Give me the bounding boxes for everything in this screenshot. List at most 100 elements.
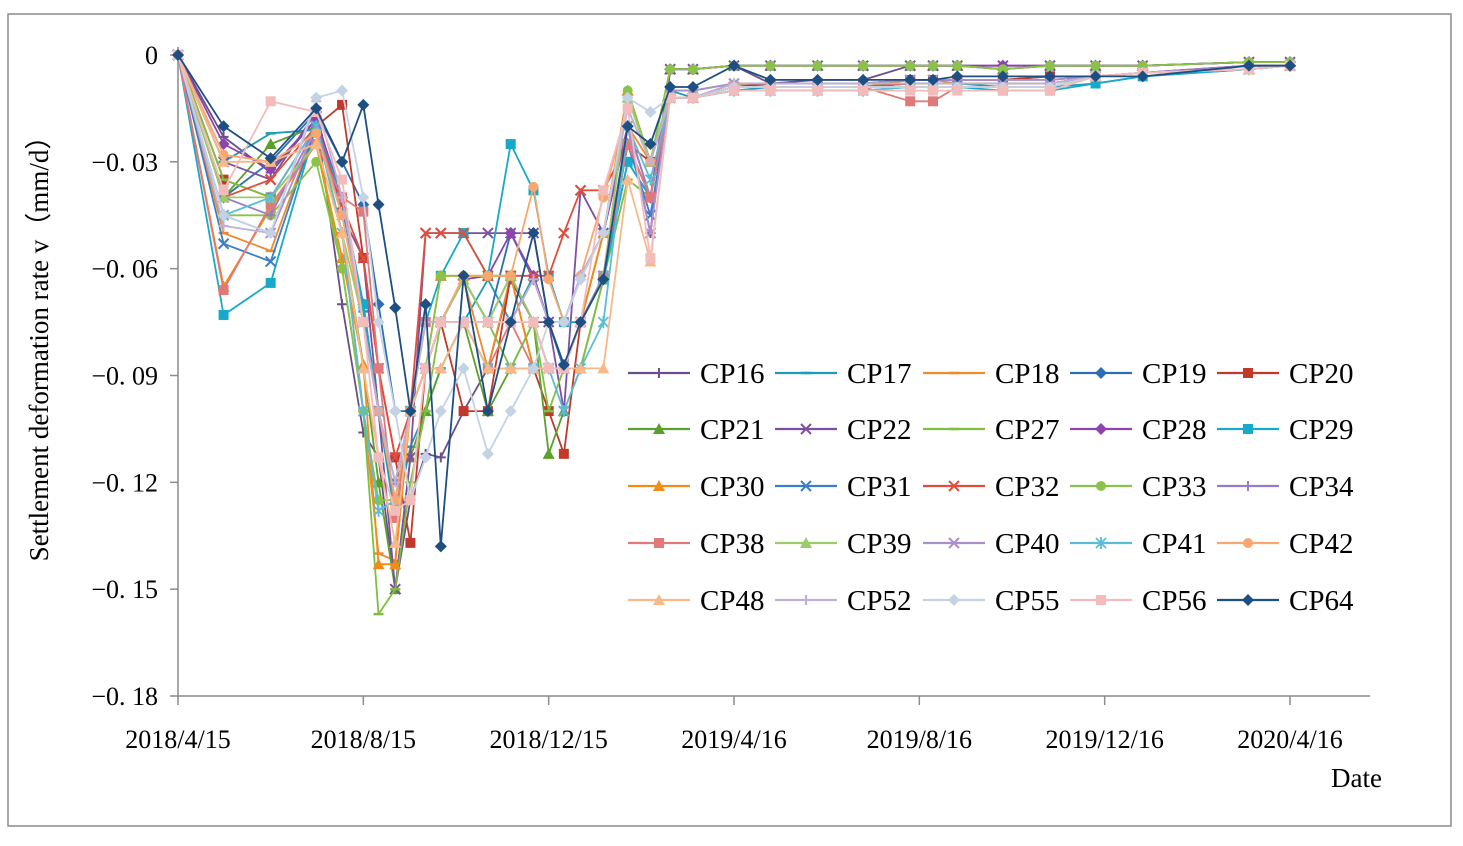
legend-item-cp20: CP20 (1217, 358, 1353, 390)
data-point-cp52 (645, 156, 656, 167)
legend-item-cp22: CP22 (775, 414, 911, 446)
data-point-cp52 (528, 274, 539, 285)
legend-label-cp18: CP18 (995, 358, 1059, 390)
data-point-cp56 (665, 92, 676, 103)
data-point-cp64 (811, 73, 824, 86)
legend-item-cp31: CP31 (775, 471, 911, 503)
y-tick-label: −0. 06 (91, 255, 158, 284)
legend-marker-cp64 (1242, 594, 1254, 606)
data-point-cp33 (765, 60, 776, 71)
data-point-cp64 (434, 540, 447, 553)
data-point-cp38 (645, 192, 656, 203)
legend-marker-cp56 (1096, 595, 1106, 605)
data-point-cp64 (372, 198, 385, 211)
legend-item-cp17: CP17 (775, 358, 911, 390)
data-point-cp64 (1043, 70, 1056, 83)
legend-marker-cp21 (653, 423, 665, 434)
legend-item-cp30: CP30 (628, 471, 764, 503)
data-point-cp56 (420, 363, 431, 374)
data-point-cp56 (622, 103, 633, 114)
legend-marker-cp28 (1095, 423, 1107, 435)
data-point-cp56 (405, 495, 416, 506)
x-axis-label: Date (1331, 763, 1382, 793)
data-point-cp42 (528, 181, 539, 192)
data-point-cp64 (621, 120, 634, 133)
data-point-cp55 (557, 316, 570, 329)
data-point-cp39 (217, 191, 230, 203)
data-point-cp56 (543, 363, 554, 374)
legend-label-cp48: CP48 (700, 585, 764, 617)
data-point-cp56 (812, 85, 823, 96)
data-point-cp33 (928, 60, 939, 71)
legend-label-cp39: CP39 (847, 528, 911, 560)
legend-item-cp33: CP33 (1070, 471, 1206, 503)
legend-label-cp16: CP16 (700, 358, 764, 390)
data-point-cp30 (389, 558, 402, 570)
data-point-cp48 (574, 362, 587, 374)
data-point-cp56 (265, 96, 276, 107)
data-point-cp56 (645, 252, 656, 263)
legend-marker-cp33 (1096, 481, 1106, 491)
legend-marker-cp39 (800, 537, 812, 548)
data-point-cp56 (952, 85, 963, 96)
data-point-cp30 (372, 558, 385, 570)
legend-marker-cp20 (1243, 368, 1253, 378)
data-point-cp33 (812, 60, 823, 71)
data-point-cp55 (419, 451, 432, 464)
data-point-cp55 (310, 91, 323, 104)
data-point-cp16 (337, 299, 348, 310)
data-point-cp33 (858, 60, 869, 71)
data-point-cp48 (336, 227, 349, 239)
data-point-cp48 (217, 155, 230, 167)
data-point-cp48 (597, 362, 610, 374)
data-point-cp28 (504, 227, 517, 240)
data-point-cp33 (952, 60, 963, 71)
legend-marker-cp31 (800, 480, 812, 492)
data-point-cp38 (373, 363, 384, 374)
data-point-cp29 (358, 299, 369, 310)
data-point-cp56 (458, 317, 469, 328)
data-point-cp64 (336, 155, 349, 168)
legend-label-cp41: CP41 (1142, 528, 1206, 560)
data-point-cp33 (622, 85, 633, 96)
legend-label-cp29: CP29 (1289, 414, 1353, 446)
axes: 0 −0. 03 −0. 06 −0. 09 −0. 12 −0. 15 −0. 18 201… (91, 41, 1370, 754)
data-point-cp38 (622, 139, 633, 150)
x-tick-label: 2018/8/15 (311, 725, 416, 754)
data-point-cp55 (372, 316, 385, 329)
data-point-cp64 (557, 358, 570, 371)
data-point-cp55 (217, 209, 230, 222)
legend-marker-cp41 (1095, 537, 1107, 549)
data-point-cp64 (644, 138, 657, 151)
data-point-cp32 (558, 227, 570, 239)
legend-item-cp41: CP41 (1070, 528, 1206, 560)
data-point-cp55 (621, 91, 634, 104)
legend-box (612, 336, 1372, 628)
data-point-cp64 (597, 273, 610, 286)
legend-label-cp31: CP31 (847, 471, 911, 503)
data-point-cp64 (574, 316, 587, 329)
legend-label-cp17: CP17 (847, 358, 911, 390)
series-line-cp64 (177, 54, 1290, 548)
data-point-cp33 (665, 64, 676, 75)
data-point-cp55 (504, 405, 517, 418)
data-point-cp38 (928, 96, 939, 107)
legend-label-cp30: CP30 (700, 471, 764, 503)
data-point-cp38 (265, 199, 276, 210)
legend-marker-cp30 (653, 480, 665, 491)
data-point-cp55 (389, 405, 402, 418)
data-point-cp20 (558, 448, 569, 459)
x-tick-label: 2019/12/16 (1045, 725, 1163, 754)
legend-item-cp56: CP56 (1070, 585, 1206, 617)
data-point-cp56 (1044, 85, 1055, 96)
data-point-cp55 (527, 362, 540, 375)
data-point-cp41 (558, 405, 570, 418)
data-point-cp52 (373, 406, 384, 417)
legend-item-cp16: CP16 (628, 358, 764, 390)
data-point-cp34 (265, 210, 276, 221)
legend-marker-cp38 (654, 538, 664, 548)
data-point-cp42 (505, 270, 516, 281)
data-point-cp48 (504, 362, 517, 374)
data-point-cp32 (435, 227, 447, 239)
